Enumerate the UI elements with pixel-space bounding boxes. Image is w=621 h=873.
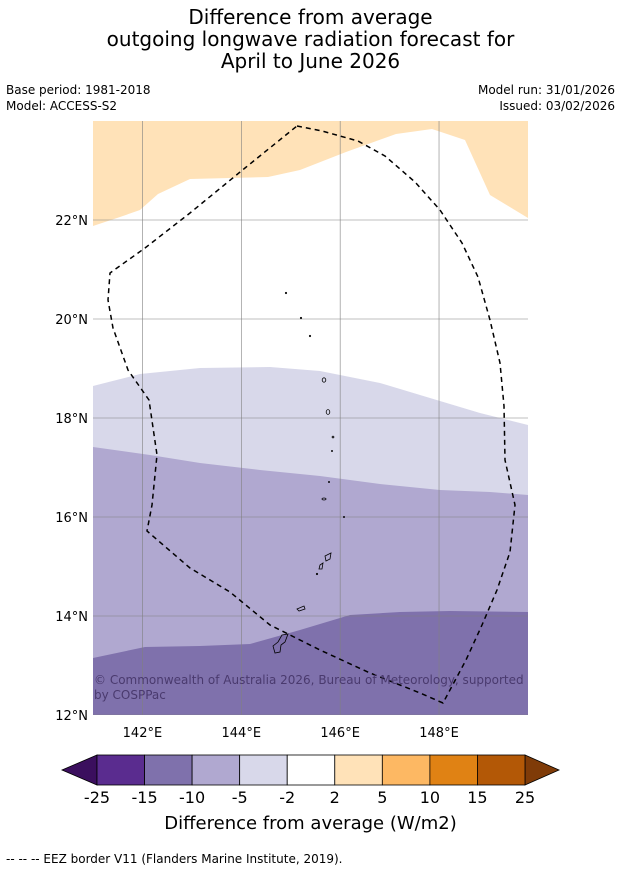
colorbar-under-extension [60,754,98,786]
island-asuncion [308,334,312,338]
longitude-tick-label: 144°E [222,726,262,741]
island-sarigan [327,480,330,483]
title-line-3: April to June 2026 [220,49,401,73]
colorbar-tick-label: -25 [84,788,110,807]
island-tinian [318,562,324,570]
island-guguan [330,449,333,452]
colorbar-tick-label: 5 [377,788,387,807]
latitude-tick-label: 12°N [55,709,88,724]
colorbar-tick-label: 25 [515,788,535,807]
colorbar-tick-label: -10 [179,788,205,807]
island-agrihan [321,377,327,383]
island-farallon-de-medinilla [342,516,345,519]
mariana-islands [272,291,345,654]
latitude-tick-label: 14°N [55,610,88,625]
colorbar-label: Difference from average (W/m2) [164,813,457,834]
map-gridlines [93,121,528,715]
latitude-tick-label: 20°N [55,313,88,328]
colorbar-over-extension [524,754,560,786]
longitude-tick-label: 142°E [123,726,163,741]
model-name: Model: ACCESS-S2 [6,99,118,113]
latitude-tick-label: 22°N [55,214,88,229]
colorbar-swatch [334,754,383,786]
island-aguijan [315,572,319,576]
island-rota [296,605,306,612]
colorbar-swatch [477,754,526,786]
island-maug [299,316,303,320]
latitude-tick-label: 16°N [55,511,88,526]
island-guam [272,633,289,654]
colorbar: -25 -15 -10 -5 -2 2 5 10 15 25 [60,754,560,807]
colorbar-swatch [191,754,241,786]
latitude-tick-label: 18°N [55,412,88,427]
island-anatahan [321,497,327,501]
colorbar-tick-label: -15 [131,788,157,807]
colorbar-swatch [429,754,478,786]
island-farallon-de-pajaros [284,291,288,295]
latitude-labels: 12°N 14°N 16°N 18°N 20°N 22°N [55,214,88,724]
colorbar-swatch [96,754,145,786]
island-pagan [325,409,331,415]
colorbar-swatch [239,754,288,786]
colorbar-tick-label: 2 [330,788,340,807]
eez-border [107,125,516,704]
colorbar-tick-label: 15 [467,788,487,807]
footer-legend: -- -- -- EEZ border V11 (Flanders Marine… [6,852,343,866]
model-run: Model run: 31/01/2026 [477,83,615,97]
island-alamagan [331,435,335,439]
longitude-tick-label: 146°E [320,726,360,741]
colorbar-swatch [144,754,193,786]
colorbar-swatch [381,754,431,786]
issued-date: Issued: 03/02/2026 [499,99,615,113]
anomaly-band-positive [93,121,528,226]
colorbar-tick-label: 10 [420,788,440,807]
longitude-labels: 142°E 144°E 146°E 148°E [123,726,459,741]
colorbar-tick-label: -5 [232,788,248,807]
colorbar-tick-label: -2 [279,788,295,807]
island-saipan [324,552,332,562]
colorbar-swatch [286,754,336,786]
longitude-tick-label: 148°E [419,726,459,741]
base-period: Base period: 1981-2018 [6,83,151,97]
meta-left: Base period: 1981-2018 Model: ACCESS-S2 [6,82,151,114]
map-plot-area: © Commonwealth of Australia 2026, Bureau… [93,121,528,715]
meta-right: Model run: 31/01/2026 Issued: 03/02/2026 [478,82,615,114]
title-line-2: outgoing longwave radiation forecast for [106,27,515,51]
copyright-line-1: © Commonwealth of Australia 2026, Bureau… [94,673,524,687]
copyright-line-2: by COSPPac [94,688,166,702]
map-title: Difference from average outgoing longwav… [0,6,621,72]
title-line-1: Difference from average [188,5,433,29]
anomaly-band-minus15-minus10 [93,611,528,715]
